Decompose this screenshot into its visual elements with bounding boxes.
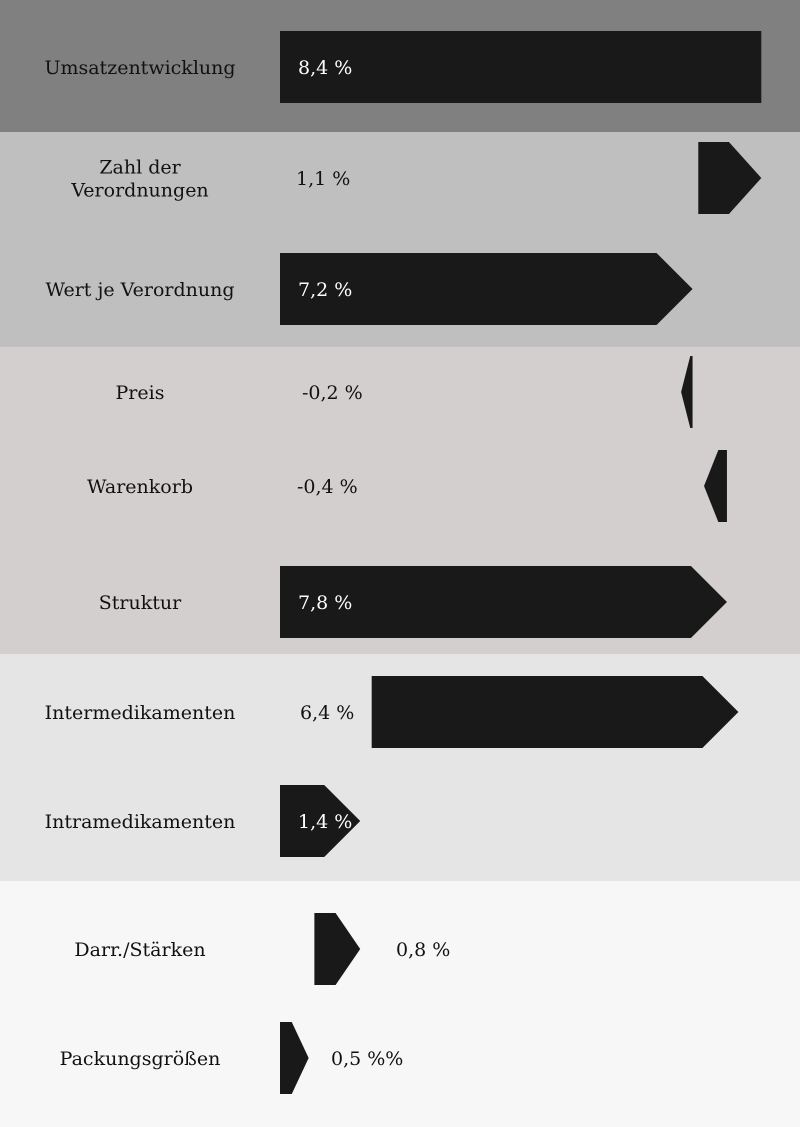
value-label-zahl-der-verordnungen: 1,1 %: [296, 168, 350, 190]
category-label-intramedikamenten: Intramedikamenten: [45, 811, 236, 833]
category-label-wert-je-verordnung: Wert je Verordnung: [45, 279, 234, 301]
category-label-warenkorb: Warenkorb: [87, 476, 193, 498]
value-label-preis: -0,2 %: [302, 382, 363, 404]
category-label-umsatzentwicklung: Umsatzentwicklung: [44, 57, 235, 79]
category-label-darr-staerken: Darr./Stärken: [74, 939, 205, 961]
category-label-packungsgroessen: Packungsgrößen: [60, 1048, 221, 1070]
value-label-packungsgroessen: 0,5 %%: [331, 1048, 403, 1070]
bar-wert-je-verordnung: [280, 253, 693, 325]
bar-intermedikamenten: [371, 676, 739, 748]
bar-darr-staerken: [314, 913, 361, 985]
value-label-intramedikamenten: 1,4 %: [298, 811, 352, 833]
value-label-darr-staerken: 0,8 %: [396, 939, 450, 961]
category-label-struktur: Struktur: [99, 592, 182, 614]
category-label-preis: Preis: [116, 382, 165, 404]
value-label-warenkorb: -0,4 %: [297, 476, 358, 498]
value-label-wert-je-verordnung: 7,2 %: [298, 279, 352, 301]
value-label-umsatzentwicklung: 8,4 %: [298, 57, 352, 79]
category-label-zahl-der-verordnungen: Zahl der Verordnungen: [70, 157, 208, 202]
group-band-packung: [0, 881, 800, 1127]
value-label-intermedikamenten: 6,4 %: [300, 702, 354, 724]
bar-intramedikamenten: [280, 785, 361, 857]
bar-zahl-der-verordnungen: [698, 142, 762, 214]
bar-warenkorb: [704, 450, 727, 522]
bar-struktur: [280, 566, 727, 638]
bar-umsatzentwicklung: [280, 31, 762, 103]
value-label-struktur: 7,8 %: [298, 592, 352, 614]
bar-preis: [681, 356, 693, 428]
category-label-intermedikamenten: Intermedikamenten: [45, 702, 236, 724]
bar-packungsgroessen: [280, 1022, 309, 1094]
